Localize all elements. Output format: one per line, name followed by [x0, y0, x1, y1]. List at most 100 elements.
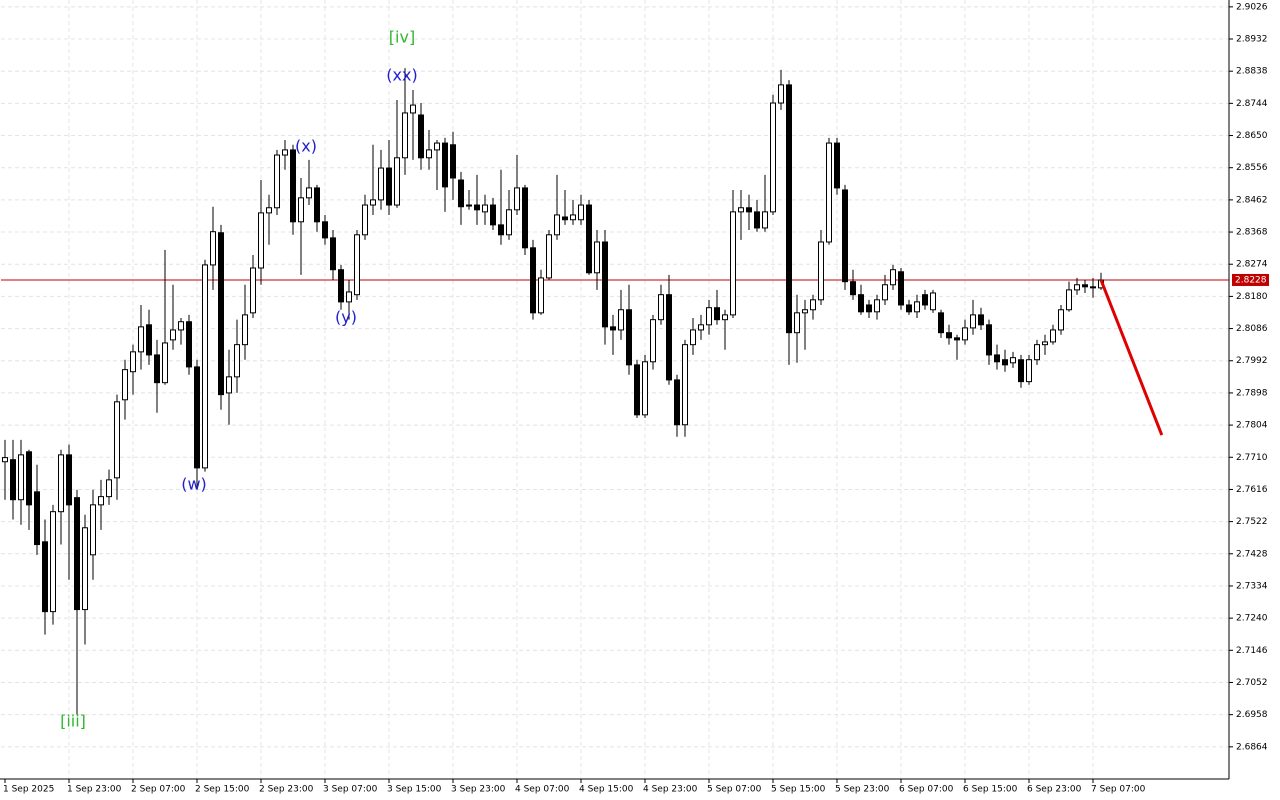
- candle-body: [202, 264, 208, 469]
- candle-body: [882, 284, 888, 301]
- candle-body: [778, 84, 784, 104]
- y-tick-label: 2.7428: [1236, 549, 1268, 559]
- candle-body: [106, 479, 112, 498]
- candle-body: [218, 232, 224, 396]
- candle-body: [1050, 329, 1056, 343]
- candle-body: [210, 231, 216, 266]
- candle-body: [994, 354, 1000, 363]
- candle-body: [722, 314, 728, 321]
- candle-body: [642, 361, 648, 416]
- candle-body: [554, 214, 560, 236]
- candle-body: [530, 247, 536, 314]
- candle-body: [1010, 357, 1016, 364]
- candle-body: [962, 327, 968, 341]
- candle-body: [594, 241, 600, 274]
- candle-body: [1082, 284, 1088, 288]
- candle-body: [506, 209, 512, 236]
- x-tick-label: 2 Sep 07:00: [131, 785, 186, 795]
- candle-body: [274, 154, 280, 209]
- candle-body: [946, 332, 952, 339]
- candle-body: [482, 204, 488, 213]
- candle-body: [874, 299, 880, 313]
- candle-body: [474, 204, 480, 211]
- candle-body: [490, 204, 496, 226]
- candle-body: [810, 299, 816, 311]
- candle-body: [450, 144, 456, 179]
- candle-body: [714, 307, 720, 321]
- wave-label: [iii]: [60, 712, 86, 731]
- candle-body: [74, 497, 80, 611]
- y-tick-label: 2.9026: [1236, 2, 1268, 12]
- candle-body: [586, 204, 592, 274]
- candle-body: [250, 267, 256, 314]
- y-tick-label: 2.8650: [1236, 131, 1268, 141]
- candle-body: [602, 241, 608, 328]
- y-tick-label: 2.8180: [1236, 292, 1268, 302]
- candle-body: [410, 104, 416, 114]
- y-tick-label: 2.8838: [1236, 67, 1268, 77]
- candle-body: [754, 211, 760, 229]
- candle-body: [394, 157, 400, 206]
- wave-label: (y): [335, 308, 357, 327]
- candle-body: [938, 312, 944, 334]
- candle-body: [26, 451, 32, 506]
- candle-body: [666, 294, 672, 381]
- y-tick-label: 2.7052: [1236, 678, 1268, 688]
- candle-body: [514, 187, 520, 211]
- y-tick-label: 2.8932: [1236, 35, 1268, 45]
- candle-body: [522, 187, 528, 249]
- x-tick-label: 6 Sep 15:00: [963, 785, 1018, 795]
- candle-body: [114, 401, 120, 479]
- y-tick-label: 2.7616: [1236, 485, 1268, 495]
- candle-body: [858, 294, 864, 313]
- candle-body: [378, 167, 384, 201]
- candle-body: [266, 207, 272, 214]
- candle-body: [322, 221, 328, 239]
- x-tick-label: 3 Sep 15:00: [387, 785, 442, 795]
- x-tick-label: 4 Sep 15:00: [579, 785, 634, 795]
- candle-body: [626, 309, 632, 366]
- candle-body: [194, 366, 200, 469]
- candle-body: [282, 149, 288, 156]
- candle-body: [826, 142, 832, 243]
- candle-body: [954, 337, 960, 341]
- x-tick-label: 4 Sep 07:00: [515, 785, 570, 795]
- candle-body: [154, 354, 160, 384]
- y-tick-label: 2.7992: [1236, 356, 1268, 366]
- x-tick-label: 7 Sep 07:00: [1091, 785, 1146, 795]
- wave-label: [iv]: [389, 28, 415, 47]
- candle-body: [658, 294, 664, 321]
- candle-body: [922, 294, 928, 306]
- candle-body: [546, 234, 552, 279]
- x-tick-label: 6 Sep 23:00: [1027, 785, 1082, 795]
- candle-body: [338, 269, 344, 303]
- x-tick-label: 1 Sep 23:00: [67, 785, 122, 795]
- candle-body: [42, 541, 48, 613]
- candle-body: [314, 187, 320, 223]
- candle-body: [570, 214, 576, 221]
- candle-body: [850, 281, 856, 296]
- y-tick-label: 2.8462: [1236, 195, 1268, 205]
- candle-body: [1066, 289, 1072, 311]
- candle-body: [90, 504, 96, 556]
- candle-body: [578, 204, 584, 221]
- y-tick-label: 2.7522: [1236, 517, 1268, 527]
- y-tick-label: 2.7710: [1236, 453, 1268, 463]
- candle-body: [890, 269, 896, 286]
- candle-body: [1018, 359, 1024, 383]
- candle-body: [770, 102, 776, 213]
- y-tick-label: 2.8086: [1236, 324, 1268, 334]
- candle-body: [730, 211, 736, 316]
- candle-body: [122, 369, 128, 401]
- candle-body: [1026, 359, 1032, 383]
- forecast-line: [1099, 279, 1164, 436]
- candle-body: [1034, 344, 1040, 361]
- y-tick-label: 2.8744: [1236, 99, 1268, 109]
- candle-body: [690, 329, 696, 346]
- candle-body: [10, 459, 16, 501]
- candle-body: [674, 379, 680, 426]
- candle-body: [706, 307, 712, 326]
- current-price-label: 2.8228: [1235, 275, 1267, 285]
- y-tick-label: 2.7146: [1236, 646, 1268, 656]
- candle-body: [1058, 309, 1064, 331]
